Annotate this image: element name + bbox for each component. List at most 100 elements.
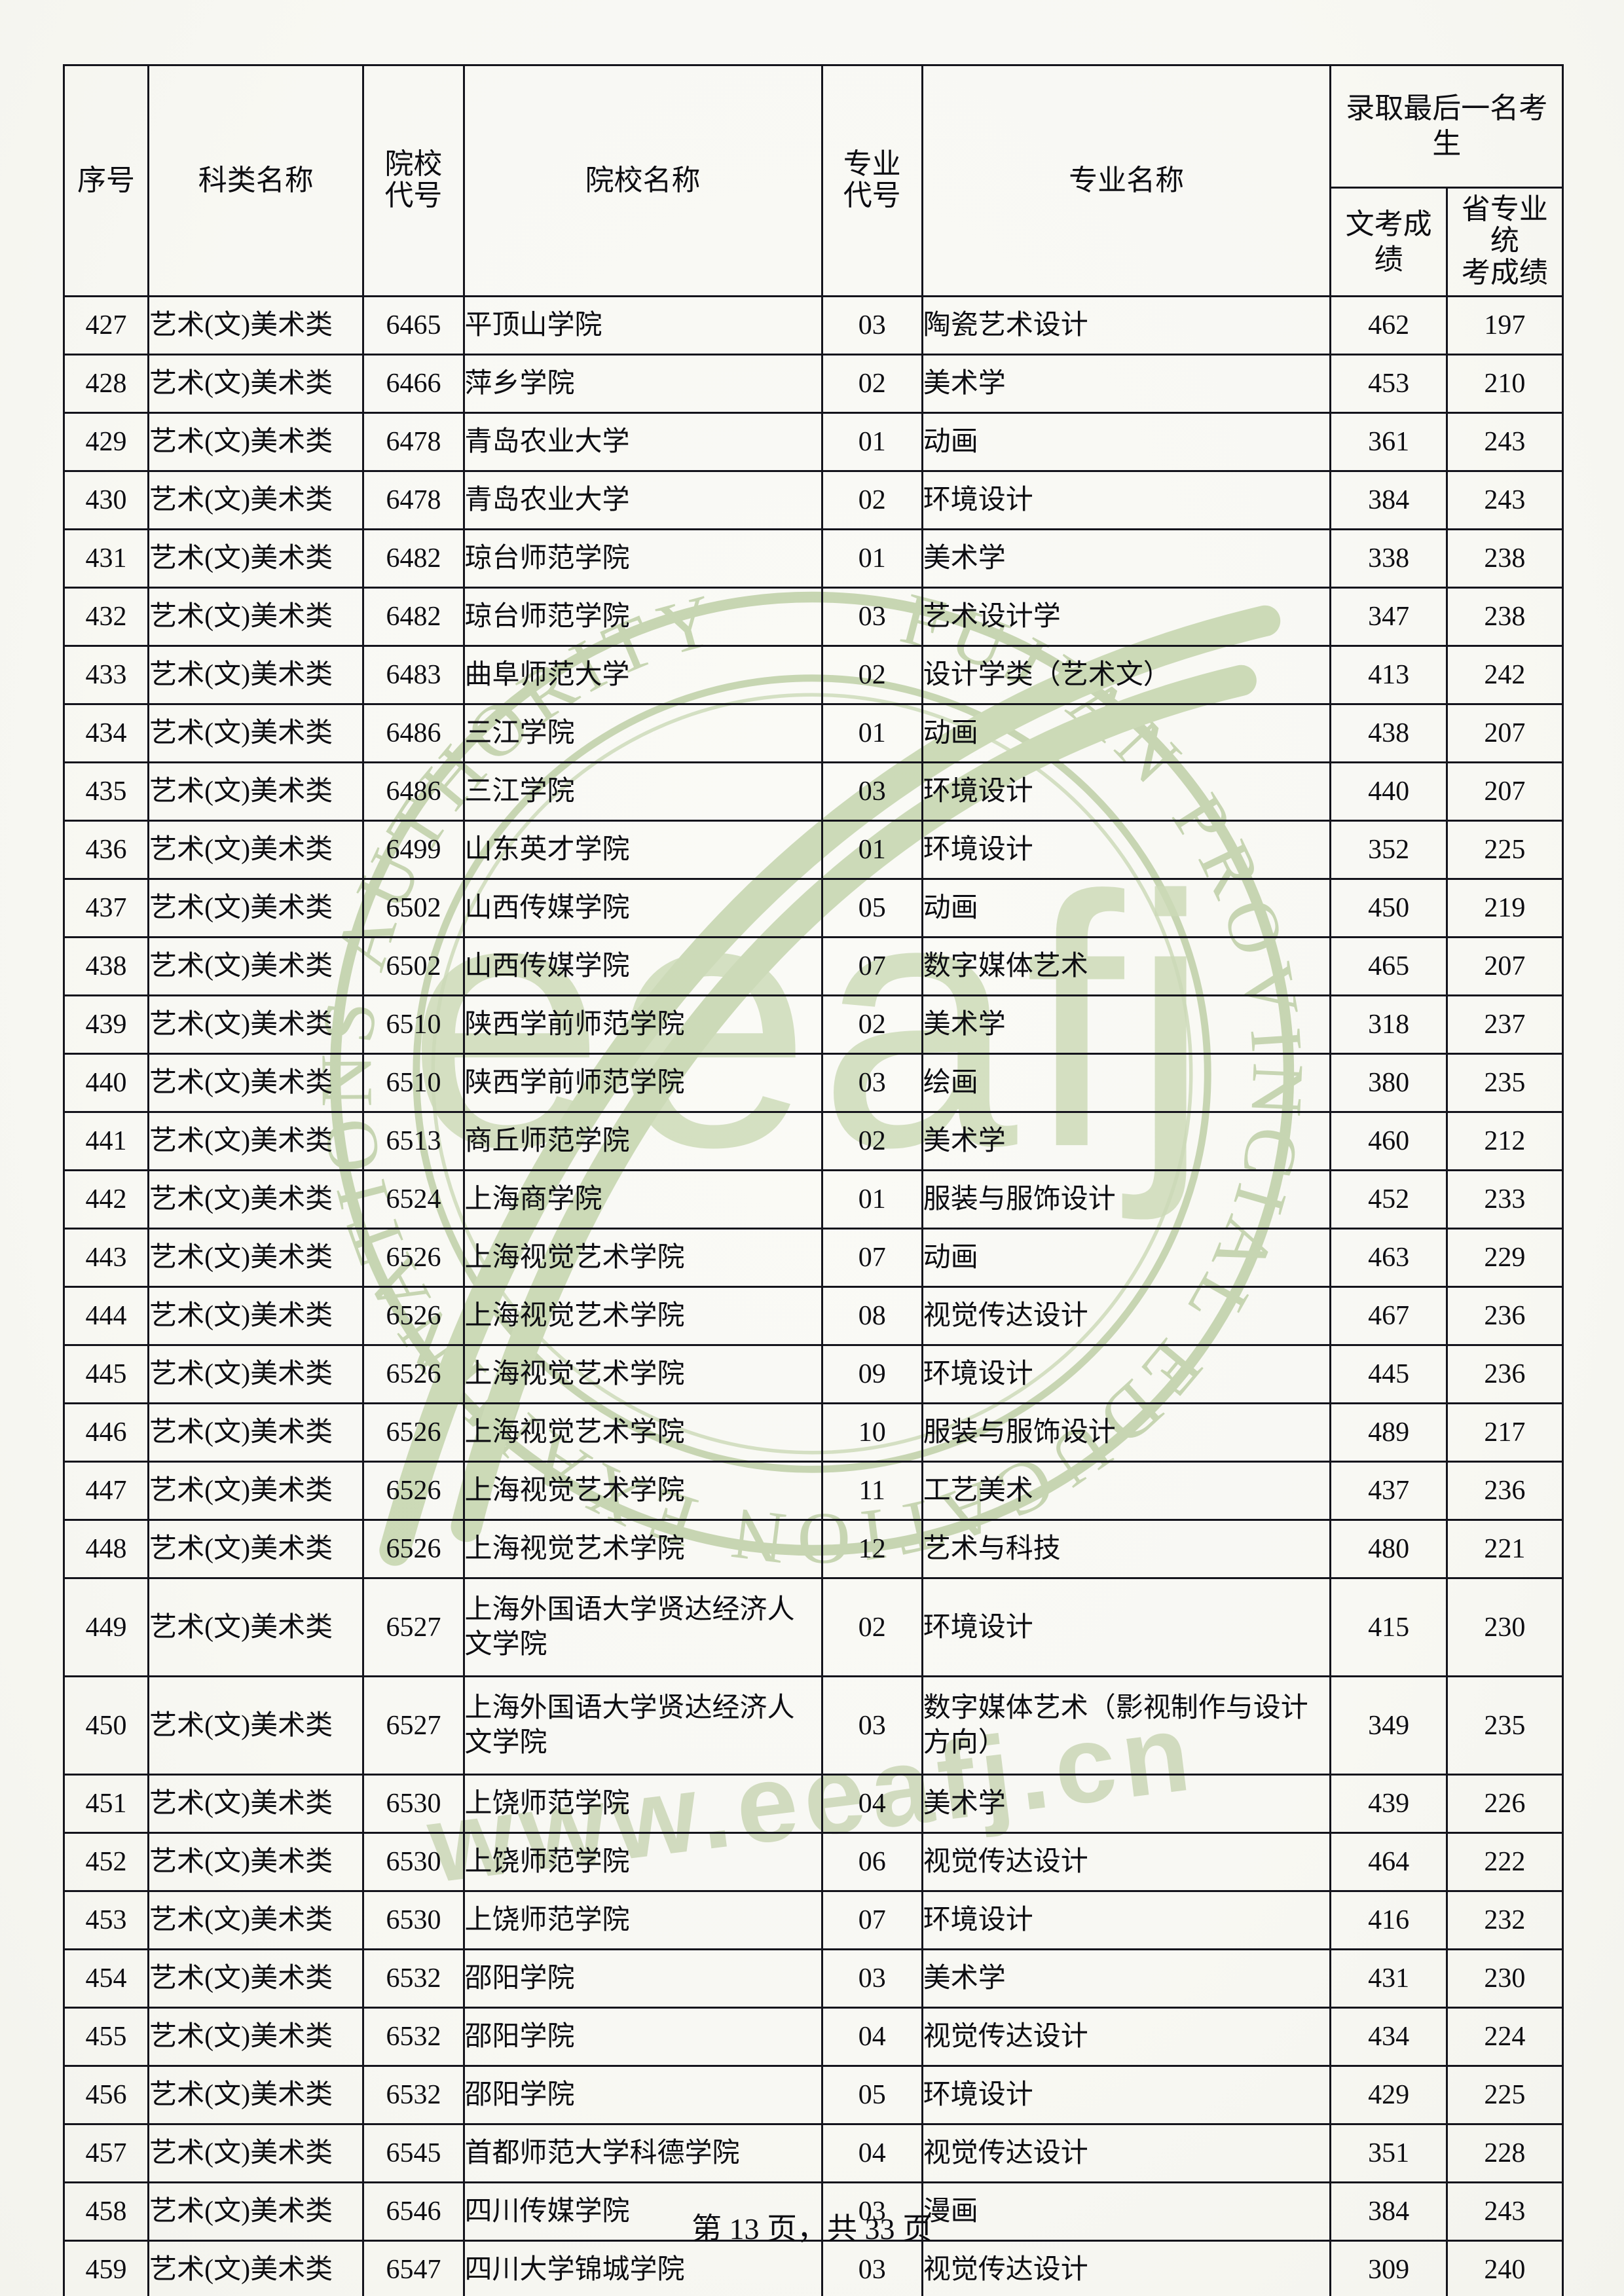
cell-provincial-score: 242	[1445, 645, 1564, 706]
cell-seq: 447	[62, 1461, 150, 1522]
table-row: 434 艺术(文)美术类 6486 三江学院 01 动画 438 207	[62, 703, 1564, 764]
cell-major-name: 动画	[921, 878, 1332, 939]
cell-category: 艺术(文)美术类	[147, 2240, 365, 2296]
cell-culture-score: 429	[1329, 2065, 1448, 2126]
table-row: 445 艺术(文)美术类 6526 上海视觉艺术学院 09 环境设计 445 236	[62, 1344, 1564, 1405]
cell-school-name: 萍乡学院	[462, 354, 823, 414]
table-row: 447 艺术(文)美术类 6526 上海视觉艺术学院 11 工艺美术 437 236	[62, 1461, 1564, 1522]
cell-school-name: 山西传媒学院	[462, 936, 823, 997]
table-row: 432 艺术(文)美术类 6482 琼台师范学院 03 艺术设计学 347 238	[62, 587, 1564, 647]
cell-provincial-score: 243	[1445, 470, 1564, 531]
cell-school-name: 邵阳学院	[462, 2007, 823, 2068]
cell-provincial-score: 243	[1445, 412, 1564, 473]
cell-category: 艺术(文)美术类	[147, 1461, 365, 1522]
cell-school-code: 6526	[362, 1286, 465, 1347]
table-row: 444 艺术(文)美术类 6526 上海视觉艺术学院 08 视觉传达设计 467 236	[62, 1286, 1564, 1347]
table-row: 448 艺术(文)美术类 6526 上海视觉艺术学院 12 艺术与科技 480 221	[62, 1519, 1564, 1580]
table-row: 435 艺术(文)美术类 6486 三江学院 03 环境设计 440 207	[62, 761, 1564, 822]
cell-major-name: 艺术设计学	[921, 587, 1332, 647]
cell-culture-score: 464	[1329, 1832, 1448, 1893]
cell-major-name: 数字媒体艺术（影视制作与设计方向）	[921, 1675, 1332, 1776]
table-row: 438 艺术(文)美术类 6502 山西传媒学院 07 数字媒体艺术 465 207	[62, 936, 1564, 997]
cell-category: 艺术(文)美术类	[147, 1519, 365, 1580]
cell-school-name: 上海视觉艺术学院	[462, 1402, 823, 1463]
cell-provincial-score: 238	[1445, 528, 1564, 589]
cell-major-code: 03	[821, 2181, 923, 2242]
cell-major-code: 07	[821, 1228, 923, 1288]
cell-provincial-score: 236	[1445, 1461, 1564, 1522]
cell-school-code: 6530	[362, 1890, 465, 1951]
cell-provincial-score: 225	[1445, 2065, 1564, 2126]
cell-school-code: 6546	[362, 2181, 465, 2242]
header-school-code-line1: 院校	[384, 147, 443, 180]
cell-major-code: 04	[821, 2123, 923, 2184]
cell-major-code: 06	[821, 1832, 923, 1893]
cell-school-code: 6527	[362, 1577, 465, 1678]
cell-school-name: 邵阳学院	[462, 1948, 823, 2009]
cell-school-code: 6478	[362, 470, 465, 531]
cell-major-code: 07	[821, 1890, 923, 1951]
cell-category: 艺术(文)美术类	[147, 412, 365, 473]
cell-school-code: 6486	[362, 761, 465, 822]
cell-category: 艺术(文)美术类	[147, 1890, 365, 1951]
header-major-name: 专业名称	[921, 64, 1332, 298]
cell-provincial-score: 230	[1445, 1577, 1564, 1678]
cell-school-code: 6526	[362, 1402, 465, 1463]
cell-school-code: 6526	[362, 1344, 465, 1405]
table-row: 453 艺术(文)美术类 6530 上饶师范学院 07 环境设计 416 232	[62, 1890, 1564, 1951]
cell-provincial-score: 221	[1445, 1519, 1564, 1580]
cell-culture-score: 445	[1329, 1344, 1448, 1405]
cell-seq: 457	[62, 2123, 150, 2184]
cell-category: 艺术(文)美术类	[147, 528, 365, 589]
cell-provincial-score: 235	[1445, 1675, 1564, 1776]
cell-school-code: 6510	[362, 1053, 465, 1114]
cell-culture-score: 349	[1329, 1675, 1448, 1776]
cell-provincial-score: 225	[1445, 820, 1564, 881]
cell-school-code: 6524	[362, 1169, 465, 1230]
cell-major-name: 动画	[921, 412, 1332, 473]
cell-major-code: 03	[821, 1675, 923, 1776]
cell-seq: 431	[62, 528, 150, 589]
cell-seq: 430	[62, 470, 150, 531]
cell-school-name: 山东英才学院	[462, 820, 823, 881]
cell-major-code: 01	[821, 1169, 923, 1230]
table-row: 456 艺术(文)美术类 6532 邵阳学院 05 环境设计 429 225	[62, 2065, 1564, 2126]
cell-school-name: 曲阜师范大学	[462, 645, 823, 706]
cell-provincial-score: 232	[1445, 1890, 1564, 1951]
cell-school-name: 青岛农业大学	[462, 412, 823, 473]
cell-major-code: 02	[821, 470, 923, 531]
table-row: 446 艺术(文)美术类 6526 上海视觉艺术学院 10 服装与服饰设计 489 217	[62, 1402, 1564, 1463]
cell-major-name: 美术学	[921, 1774, 1332, 1834]
cell-school-code: 6532	[362, 1948, 465, 2009]
cell-school-code: 6547	[362, 2240, 465, 2296]
cell-seq: 436	[62, 820, 150, 881]
cell-provincial-score: 240	[1445, 2240, 1564, 2296]
cell-culture-score: 462	[1329, 295, 1448, 356]
cell-provincial-score: 197	[1445, 295, 1564, 356]
cell-category: 艺术(文)美术类	[147, 645, 365, 706]
cell-seq: 437	[62, 878, 150, 939]
cell-category: 艺术(文)美术类	[147, 1832, 365, 1893]
table-row: 440 艺术(文)美术类 6510 陕西学前师范学院 03 绘画 380 235	[62, 1053, 1564, 1114]
cell-provincial-score: 236	[1445, 1344, 1564, 1405]
cell-school-name: 上饶师范学院	[462, 1832, 823, 1893]
cell-culture-score: 347	[1329, 587, 1448, 647]
table-row: 433 艺术(文)美术类 6483 曲阜师范大学 02 设计学类（艺术文） 413 242	[62, 645, 1564, 706]
cell-school-name: 上海外国语大学贤达经济人文学院	[462, 1577, 823, 1678]
cell-school-name: 上海视觉艺术学院	[462, 1344, 823, 1405]
cell-school-name: 上海视觉艺术学院	[462, 1519, 823, 1580]
cell-provincial-score: 235	[1445, 1053, 1564, 1114]
cell-seq: 429	[62, 412, 150, 473]
cell-seq: 445	[62, 1344, 150, 1405]
cell-major-code: 07	[821, 936, 923, 997]
cell-provincial-score: 219	[1445, 878, 1564, 939]
header-culture-score: 文考成绩	[1329, 186, 1448, 298]
cell-major-name: 美术学	[921, 1948, 1332, 2009]
cell-culture-score: 380	[1329, 1053, 1448, 1114]
cell-school-code: 6527	[362, 1675, 465, 1776]
cell-major-name: 视觉传达设计	[921, 2123, 1332, 2184]
header-school-code: 院校 代号	[362, 64, 465, 298]
header-major-code-line1: 专业	[843, 147, 901, 180]
cell-school-name: 邵阳学院	[462, 2065, 823, 2126]
cell-seq: 441	[62, 1111, 150, 1172]
